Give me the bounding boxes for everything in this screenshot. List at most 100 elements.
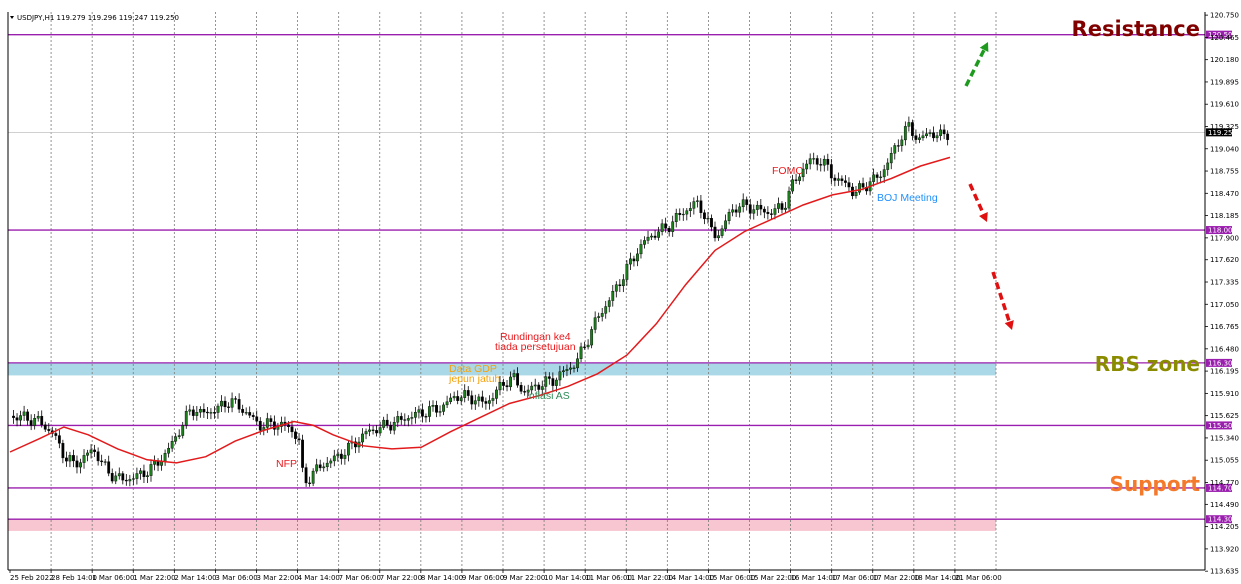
candle-body: [741, 199, 745, 208]
candle-body: [562, 370, 565, 373]
candle-body: [886, 162, 890, 170]
candle-body: [650, 235, 653, 238]
candle-body: [590, 329, 594, 346]
y-tick-label: 117.620: [1210, 256, 1239, 264]
x-tick-label: 25 Feb 2022: [10, 574, 54, 582]
candle-body: [114, 475, 118, 482]
candle-body: [710, 218, 713, 228]
candle-body: [153, 461, 156, 465]
candle-body: [195, 412, 199, 416]
candle-body: [653, 235, 657, 238]
candle-body: [68, 455, 72, 462]
candle-body: [29, 420, 33, 426]
candle-body: [745, 199, 749, 205]
candle-body: [657, 231, 661, 238]
trend-arrow-down: [991, 271, 1012, 323]
candle-body: [692, 201, 696, 209]
candle-body: [516, 373, 520, 386]
y-tick-label: 119.325: [1210, 123, 1239, 131]
candle-body: [928, 132, 932, 134]
candle-body: [526, 389, 530, 393]
candle-body: [847, 182, 851, 188]
x-tick-label: 16 Mar 14:00: [791, 574, 838, 582]
arrow-head-down-icon: [1004, 320, 1014, 330]
candle-body: [713, 226, 717, 239]
y-tick-label: 115.340: [1210, 434, 1239, 442]
zones-layer: [8, 362, 996, 531]
candle-body: [336, 453, 340, 457]
candle-body: [304, 467, 308, 484]
candle-body: [378, 427, 382, 434]
candle-body: [417, 409, 421, 413]
candle-body: [237, 399, 241, 410]
candle-body: [406, 418, 410, 421]
candle-body: [89, 449, 93, 454]
candle-body: [558, 371, 562, 381]
candle-body: [784, 207, 787, 210]
x-tick-label: 8 Mar 14:00: [421, 574, 463, 582]
candle-body: [117, 473, 121, 477]
candle-body: [431, 405, 435, 407]
trend-arrow-up: [964, 48, 986, 87]
candle-body: [184, 410, 188, 426]
y-tick-label: 115.910: [1210, 390, 1239, 398]
candle-body: [755, 204, 759, 210]
candle-body: [163, 453, 167, 462]
candle-body: [428, 406, 431, 417]
candle-body: [911, 122, 914, 136]
candle-body: [287, 424, 290, 427]
candle-body: [530, 385, 534, 391]
candle-body: [223, 400, 227, 408]
candle-body: [759, 204, 763, 210]
y-tick-label: 116.480: [1210, 345, 1239, 353]
y-tick-label: 116.765: [1210, 323, 1239, 331]
candle-body: [149, 464, 153, 476]
candle-body: [382, 419, 386, 428]
event-label-5: FOMC: [772, 165, 803, 177]
candle-body: [935, 135, 939, 139]
x-tick-label: 18 Mar 14:00: [914, 574, 961, 582]
candle-body: [766, 211, 770, 214]
candle-body: [57, 435, 61, 444]
x-tick-label: 11 Mar 06:00: [585, 574, 632, 582]
candle-body: [26, 411, 30, 421]
candle-body: [572, 367, 576, 369]
candle-body: [167, 447, 171, 454]
x-tick-label: 2 Mar 14:00: [174, 574, 216, 582]
event-label-3: jepun jatuh: [448, 373, 501, 385]
candle-body: [808, 158, 812, 165]
y-tick-label: 114.770: [1210, 479, 1239, 487]
candle-body: [466, 390, 470, 396]
candle-body: [925, 133, 928, 137]
candle-body: [896, 145, 900, 147]
candle-body: [290, 426, 294, 433]
candle-body: [364, 431, 368, 435]
candle-body: [244, 412, 248, 414]
candle-body: [491, 398, 495, 401]
x-tick-label: 11 Mar 22:00: [626, 574, 673, 582]
candle-body: [54, 433, 58, 436]
candle-body: [389, 425, 393, 431]
candle-body: [942, 129, 946, 135]
candle-body: [488, 400, 491, 404]
candle-body: [946, 133, 950, 140]
candle-body: [248, 412, 252, 416]
current-price-tag: [1206, 128, 1232, 137]
candle-body: [752, 209, 756, 214]
level-tag-label-0: 120.500: [1208, 31, 1237, 39]
dropdown-triangle-icon[interactable]: [10, 16, 14, 19]
candle-body: [82, 455, 86, 463]
y-tick-label: 120.465: [1210, 34, 1239, 42]
candle-body: [586, 344, 590, 348]
candle-body: [833, 177, 837, 181]
candle-body: [449, 397, 453, 402]
candle-body: [618, 284, 622, 287]
candle-body: [643, 240, 646, 245]
x-tick-label: 15 Mar 22:00: [750, 574, 797, 582]
candle-body: [703, 212, 706, 220]
y-tick-label: 113.635: [1210, 568, 1239, 576]
candle-body: [72, 455, 75, 462]
candle-body: [625, 263, 629, 280]
